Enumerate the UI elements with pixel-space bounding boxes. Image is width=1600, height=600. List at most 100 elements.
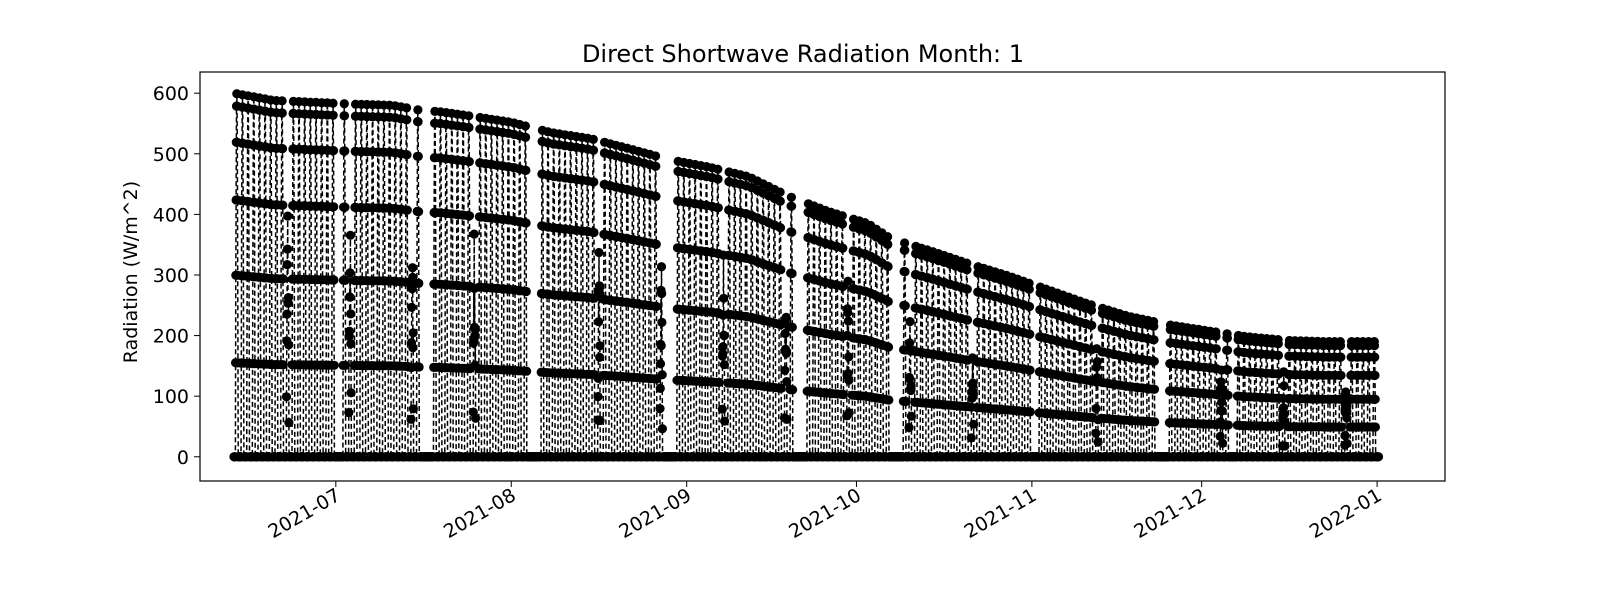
data-point [1223, 345, 1233, 355]
data-point [328, 98, 338, 108]
data-point [1369, 341, 1380, 351]
data-point [719, 360, 730, 370]
data-point [837, 211, 847, 221]
data-point [1211, 344, 1221, 354]
data-point [780, 365, 790, 375]
data-point [328, 146, 339, 156]
data-point [595, 415, 605, 426]
data-point [413, 151, 423, 161]
data-point [656, 341, 666, 351]
data-point [283, 293, 293, 303]
data-point [1223, 420, 1233, 430]
data-point [1222, 333, 1232, 343]
data-point [1087, 320, 1097, 330]
data-point [1091, 403, 1101, 414]
data-point [464, 211, 475, 221]
data-point [278, 360, 288, 370]
data-point [408, 328, 418, 338]
data-point [402, 150, 412, 160]
data-point [962, 265, 972, 275]
data-point [408, 404, 418, 414]
data-point [1223, 365, 1233, 375]
data-point [775, 223, 786, 233]
data-point [782, 377, 792, 387]
data-point [340, 202, 350, 212]
data-point [282, 309, 292, 319]
data-point [1370, 352, 1380, 362]
data-point [651, 239, 661, 249]
data-point [717, 404, 727, 414]
data-point [883, 239, 893, 249]
data-point [339, 99, 349, 109]
data-point [657, 317, 667, 327]
y-tick-label: 600 [153, 83, 189, 105]
data-point [1149, 321, 1159, 331]
data-point [1370, 422, 1380, 432]
data-point [470, 324, 480, 335]
data-point [464, 157, 474, 167]
data-point [1217, 397, 1227, 407]
x-tick-label: 2021-12 [1130, 484, 1210, 543]
data-point [883, 232, 893, 242]
data-point [657, 288, 667, 299]
data-point [962, 284, 972, 294]
data-point [521, 218, 531, 228]
data-point [329, 360, 339, 370]
data-point [1280, 441, 1290, 451]
x-tick-label: 2021-08 [440, 484, 520, 543]
data-point [1336, 370, 1346, 380]
data-point [521, 165, 531, 175]
data-point [346, 339, 356, 349]
data-point [1273, 350, 1284, 360]
data-point [713, 174, 723, 184]
data-point [339, 111, 350, 121]
data-point [340, 275, 350, 285]
data-point [281, 392, 292, 402]
data-point [1025, 329, 1035, 339]
y-tick-label: 200 [153, 326, 189, 348]
data-point [340, 360, 351, 370]
data-point [588, 134, 598, 144]
data-point [787, 268, 797, 279]
data-point [1211, 331, 1221, 341]
data-point [883, 342, 894, 352]
data-point [1279, 409, 1289, 419]
data-point [277, 108, 287, 118]
data-point [905, 317, 915, 327]
y-tick-label: 500 [153, 144, 189, 166]
data-point [788, 385, 798, 395]
y-tick-label: 400 [153, 204, 189, 226]
data-point [1025, 365, 1035, 375]
data-point [1024, 302, 1035, 312]
x-tick-label: 2021-11 [961, 484, 1041, 543]
data-point [277, 144, 288, 154]
data-point [1370, 394, 1380, 404]
data-point [345, 230, 355, 240]
data-point [843, 276, 853, 286]
y-axis-label: Radiation (W/m^2) [120, 181, 142, 363]
data-point [719, 331, 729, 341]
data-point [1279, 381, 1289, 391]
data-point [277, 96, 287, 106]
data-point [720, 416, 730, 426]
data-point [284, 418, 294, 428]
data-point [787, 227, 797, 237]
data-point [1024, 284, 1034, 294]
data-point [402, 205, 412, 215]
data-point [883, 296, 893, 307]
data-point [1336, 352, 1346, 362]
data-point [844, 352, 854, 362]
data-point [966, 433, 976, 443]
data-point [346, 388, 356, 398]
data-point [588, 145, 599, 155]
data-point [657, 424, 668, 434]
data-point [469, 229, 479, 239]
data-point [1370, 370, 1380, 380]
data-point [651, 301, 662, 312]
data-point [786, 192, 797, 202]
data-point [328, 110, 338, 120]
data-point [780, 328, 790, 339]
data-point [414, 278, 424, 288]
data-point [464, 111, 474, 121]
data-point [900, 245, 910, 255]
